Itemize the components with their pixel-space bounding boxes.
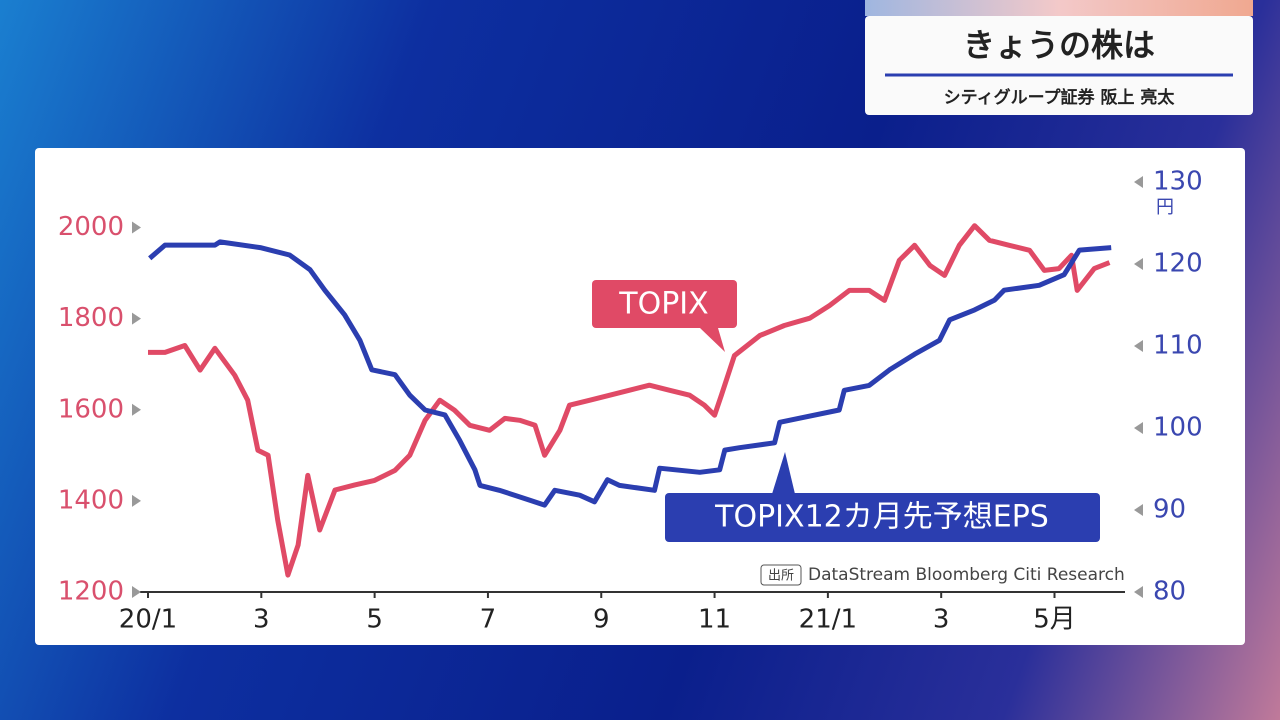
y-tick-mark xyxy=(132,586,141,598)
y-tick-label: 2000 xyxy=(58,212,124,242)
y-tick-label: 1800 xyxy=(58,303,124,333)
y-tick-mark xyxy=(132,494,141,507)
source-label: 出所 xyxy=(768,569,794,584)
callout-box xyxy=(665,493,1100,542)
series-line xyxy=(148,239,1112,508)
y2-tick-mark xyxy=(1134,176,1143,188)
y2-tick-mark xyxy=(1134,422,1143,434)
y2-tick-mark xyxy=(1134,586,1143,598)
header-subtitle: シティグループ証券 阪上 亮太 xyxy=(944,87,1176,108)
y-tick-mark xyxy=(132,403,141,416)
header-title: きょうの株は xyxy=(963,26,1155,64)
y2-tick-label: 100 xyxy=(1153,413,1203,443)
callout-pointer xyxy=(700,328,725,352)
x-tick-label: 21/1 xyxy=(799,605,857,635)
annotation: TOPIX12カ月先予想EPS xyxy=(714,500,1049,535)
x-tick-label: 20/1 xyxy=(119,605,177,635)
header-strip xyxy=(865,0,1253,16)
x-tick-label: 3 xyxy=(253,605,270,635)
header-box xyxy=(865,16,1253,115)
y2-tick-label: 120 xyxy=(1153,249,1203,279)
source: DataStream Bloomberg Citi Research xyxy=(808,565,1125,585)
source-label-box xyxy=(760,564,802,586)
y-tick-label: 1400 xyxy=(58,485,124,515)
y2-tick-mark xyxy=(1134,340,1143,352)
y2-tick-mark xyxy=(1134,258,1143,270)
y-tick-label: 1200 xyxy=(58,577,124,607)
x-tick-label: 7 xyxy=(480,605,497,635)
y2-tick-label: 110 xyxy=(1153,331,1203,361)
y-tick-mark xyxy=(132,312,141,325)
callout-box xyxy=(592,280,737,328)
y2-unit: 円 xyxy=(1156,197,1174,218)
annotation: TOPIX xyxy=(618,287,708,322)
y-tick-label: 1600 xyxy=(58,394,124,424)
x-tick-label: 5 xyxy=(366,605,383,635)
x-tick-label: 9 xyxy=(593,605,610,635)
series-line xyxy=(148,223,1111,578)
y2-tick-label: 80 xyxy=(1153,577,1186,607)
y2-tick-label: 130 xyxy=(1153,167,1203,197)
y2-tick-mark xyxy=(1134,504,1143,516)
x-tick-label: 5月 xyxy=(1033,605,1076,635)
y2-tick-label: 90 xyxy=(1153,495,1186,525)
x-tick-label: 3 xyxy=(933,605,950,635)
x-tick-label: 11 xyxy=(698,605,731,635)
callout-pointer xyxy=(772,452,795,494)
y-tick-mark xyxy=(132,221,141,234)
